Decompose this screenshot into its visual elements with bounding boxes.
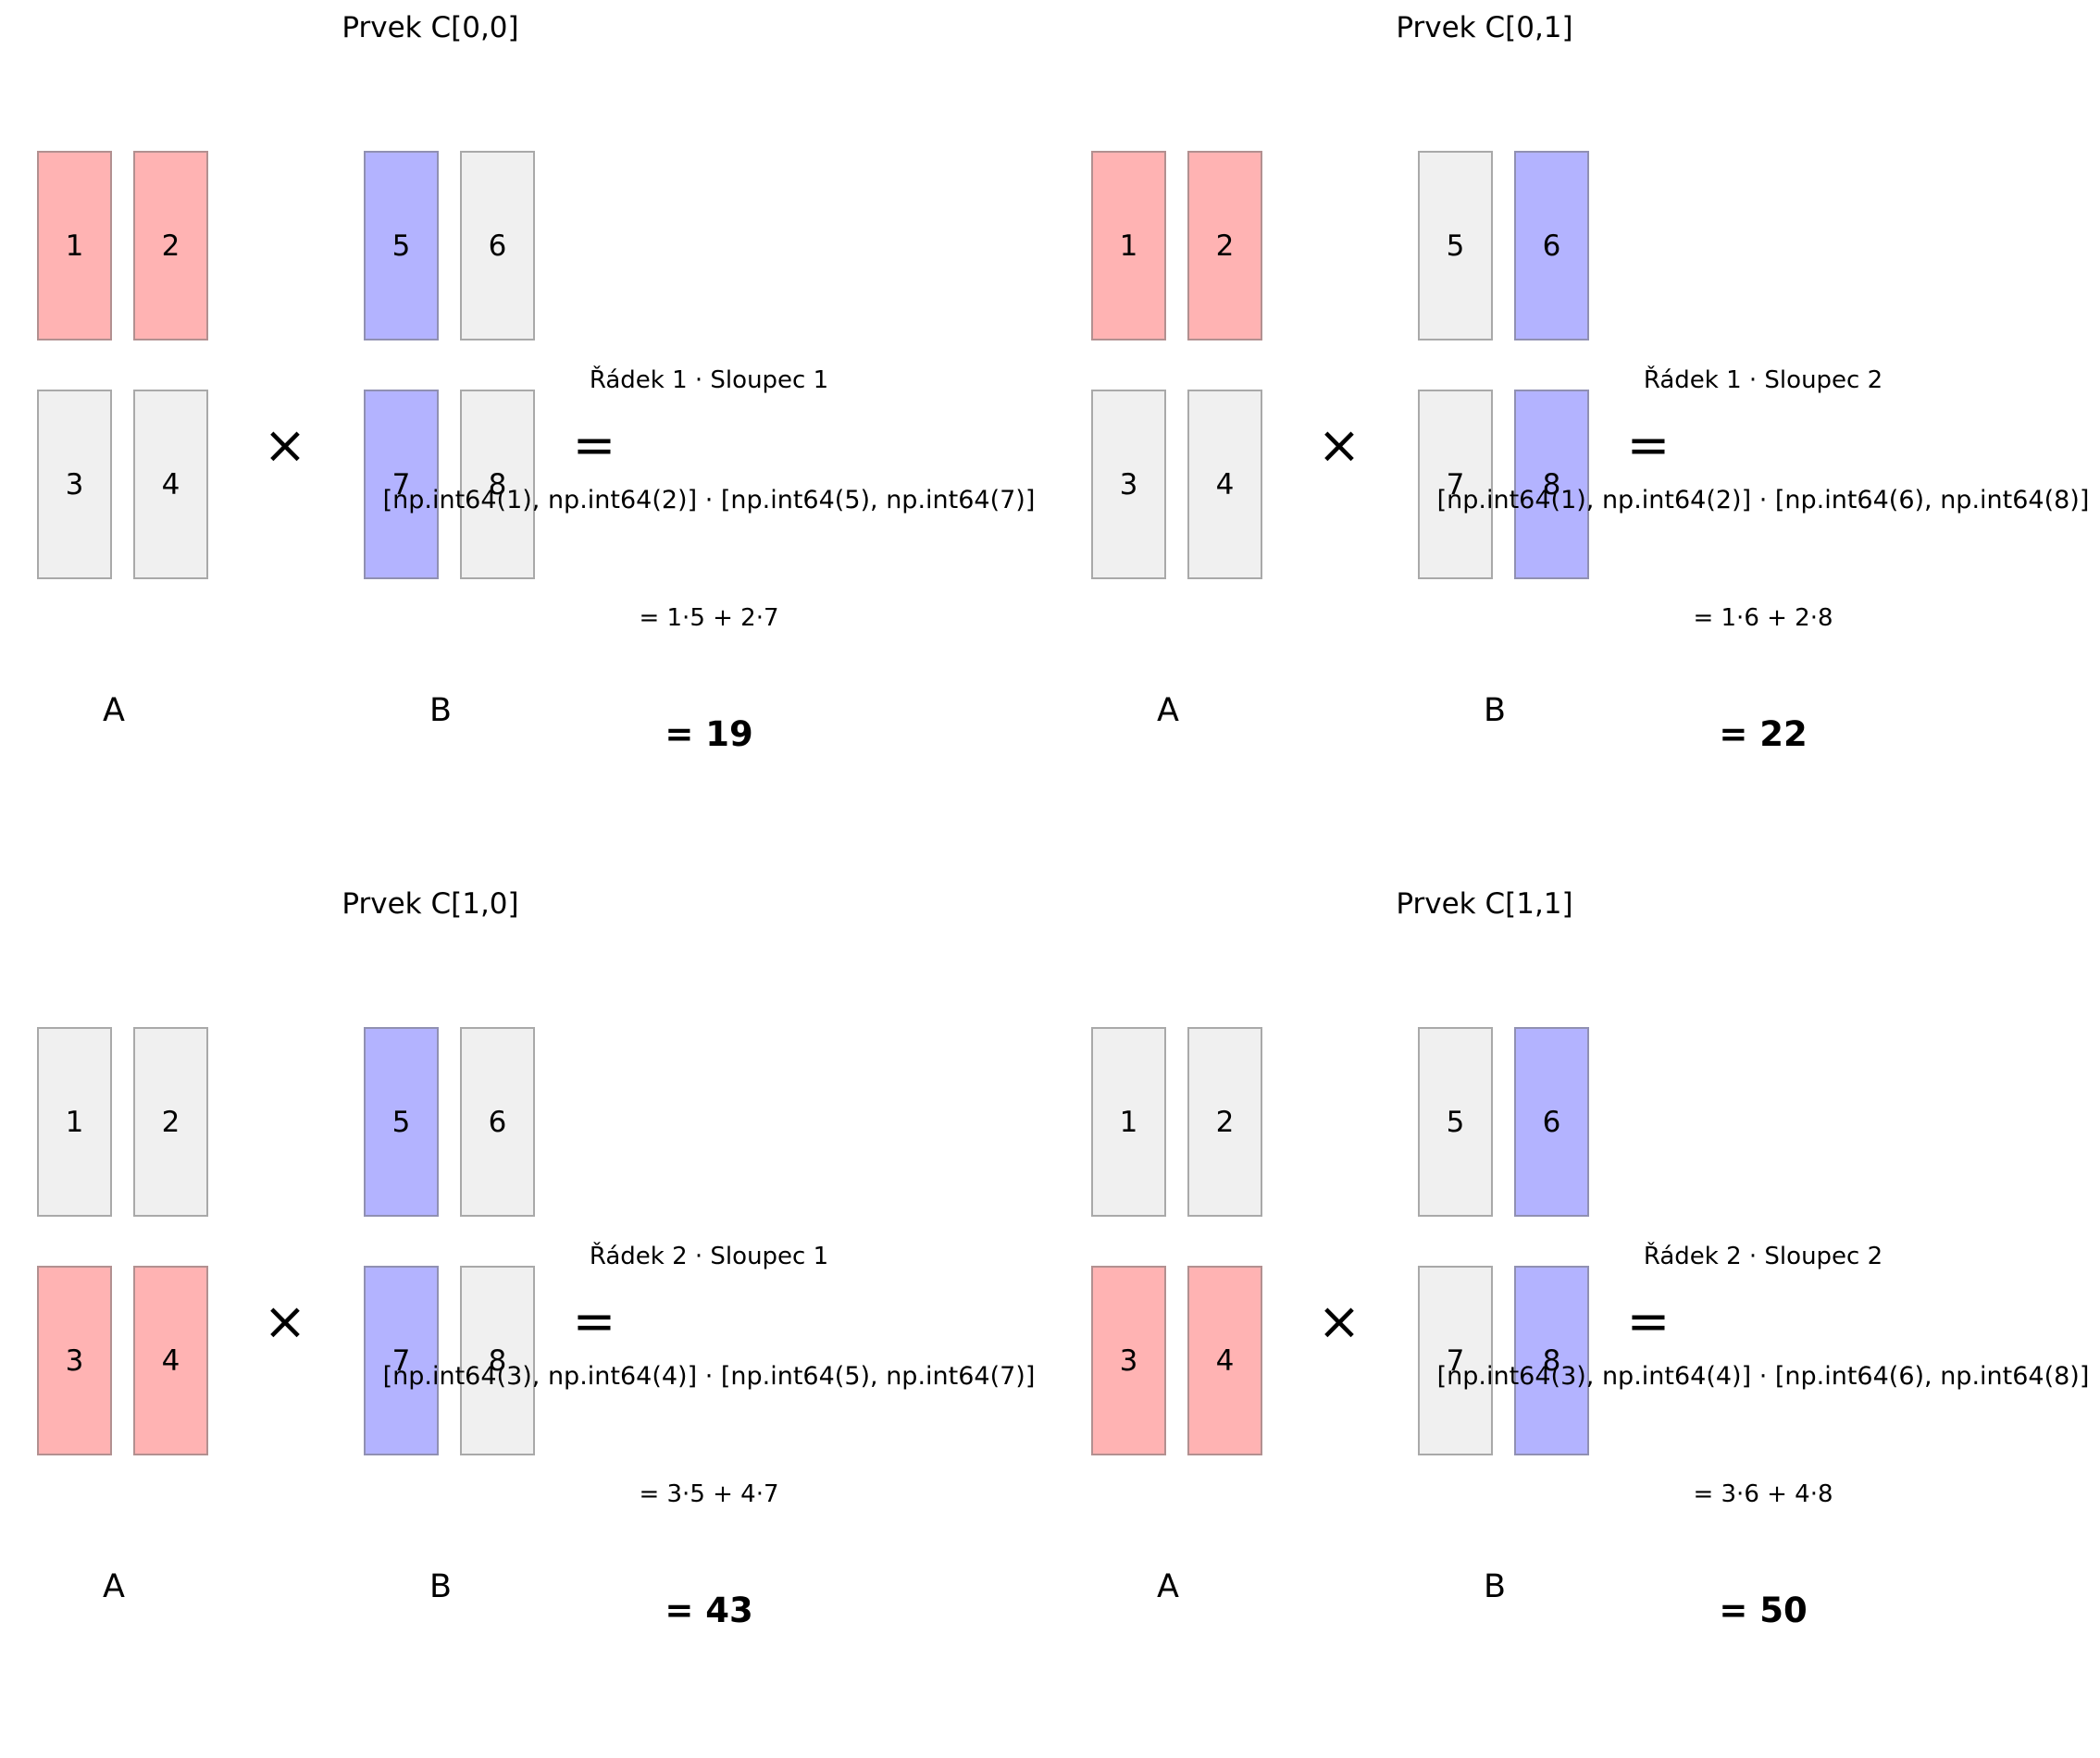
equals-sign: = [1626, 415, 1671, 476]
matrix-a-label: A [1157, 692, 1179, 729]
panel-c11: Prvek C[1,1] 1 2 3 4 × 5 6 7 8 = A B Řád… [1054, 876, 2100, 1755]
dot-product-expression: [np.int64(1), np.int64(2)] · [np.int64(5… [382, 486, 1036, 514]
matrix-a-cell: 3 [1091, 390, 1166, 579]
matrix-b-cell: 7 [1418, 390, 1493, 579]
matrix-a-cell: 3 [37, 1266, 112, 1455]
panel-title: Prvek C[1,0] [342, 887, 519, 921]
panel-title: Prvek C[0,1] [1396, 11, 1573, 44]
matrix-a-cell: 1 [37, 151, 112, 340]
row-column-description: Řádek 1 · Sloupec 2 [1643, 366, 1883, 394]
panel-c00: Prvek C[0,0] 1 2 3 4 × 5 6 7 8 = A B Řád… [0, 0, 1050, 879]
matrix-a-cell: 2 [133, 1027, 208, 1217]
matrix-b-cell: 7 [1418, 1266, 1493, 1455]
matrix-b-label: B [1483, 692, 1506, 729]
matrix-b-cell: 5 [1418, 151, 1493, 340]
matrix-a-cell: 4 [1187, 1266, 1262, 1455]
matrix-a-label: A [1157, 1568, 1179, 1605]
matrix-b-cell: 8 [1514, 390, 1589, 579]
panel-c01: Prvek C[0,1] 1 2 3 4 × 5 6 7 8 = A B Řád… [1054, 0, 2100, 879]
panel-c10: Prvek C[1,0] 1 2 3 4 × 5 6 7 8 = A B Řád… [0, 876, 1050, 1755]
multiply-sign: × [1317, 415, 1361, 476]
matrix-a-cell: 4 [133, 1266, 208, 1455]
matrix-b-cell: 6 [1514, 1027, 1589, 1217]
matrix-a-cell: 4 [133, 390, 208, 579]
matrix-b-cell: 6 [1514, 151, 1589, 340]
result-value: = 22 [1719, 714, 1808, 754]
sum-expression: = 3·6 + 4·8 [1693, 1480, 1833, 1508]
panel-title: Prvek C[1,1] [1396, 887, 1573, 921]
matrix-b-cell: 6 [460, 1027, 535, 1217]
matrix-b-cell: 6 [460, 151, 535, 340]
matrix-a-cell: 3 [1091, 1266, 1166, 1455]
equals-sign: = [1626, 1292, 1671, 1352]
multiply-sign: × [263, 415, 307, 476]
result-value: = 43 [665, 1591, 753, 1630]
matrix-b-label: B [1483, 1568, 1506, 1605]
matrix-b-cell: 7 [364, 390, 439, 579]
matrix-b-label: B [429, 692, 452, 729]
matrix-a-cell: 2 [133, 151, 208, 340]
matrix-a-cell: 3 [37, 390, 112, 579]
matrix-a-label: A [103, 1568, 125, 1605]
equals-sign: = [572, 1292, 616, 1352]
matrix-b-cell: 8 [460, 1266, 535, 1455]
row-column-description: Řádek 1 · Sloupec 1 [589, 366, 829, 394]
row-column-description: Řádek 2 · Sloupec 2 [1643, 1243, 1883, 1270]
matrix-a-label: A [103, 692, 125, 729]
dot-product-expression: [np.int64(3), np.int64(4)] · [np.int64(6… [1436, 1362, 2090, 1391]
row-column-description: Řádek 2 · Sloupec 1 [589, 1243, 829, 1270]
matrix-a-cell: 2 [1187, 1027, 1262, 1217]
sum-expression: = 1·5 + 2·7 [639, 604, 779, 632]
matrix-b-cell: 5 [364, 151, 439, 340]
matrix-b-cell: 5 [364, 1027, 439, 1217]
matrix-b-cell: 7 [364, 1266, 439, 1455]
result-value: = 19 [665, 714, 753, 754]
panel-title: Prvek C[0,0] [342, 11, 519, 44]
dot-product-expression: [np.int64(3), np.int64(4)] · [np.int64(5… [382, 1362, 1036, 1391]
sum-expression: = 3·5 + 4·7 [639, 1480, 779, 1508]
matrix-a-cell: 1 [37, 1027, 112, 1217]
matrix-b-cell: 8 [460, 390, 535, 579]
matrix-b-cell: 8 [1514, 1266, 1589, 1455]
equals-sign: = [572, 415, 616, 476]
matrix-b-cell: 5 [1418, 1027, 1493, 1217]
multiply-sign: × [1317, 1292, 1361, 1352]
sum-expression: = 1·6 + 2·8 [1693, 604, 1833, 632]
matrix-a-cell: 2 [1187, 151, 1262, 340]
multiply-sign: × [263, 1292, 307, 1352]
dot-product-expression: [np.int64(1), np.int64(2)] · [np.int64(6… [1436, 486, 2090, 514]
matrix-a-cell: 1 [1091, 1027, 1166, 1217]
matrix-a-cell: 4 [1187, 390, 1262, 579]
matrix-a-cell: 1 [1091, 151, 1166, 340]
result-value: = 50 [1719, 1591, 1808, 1630]
matrix-b-label: B [429, 1568, 452, 1605]
